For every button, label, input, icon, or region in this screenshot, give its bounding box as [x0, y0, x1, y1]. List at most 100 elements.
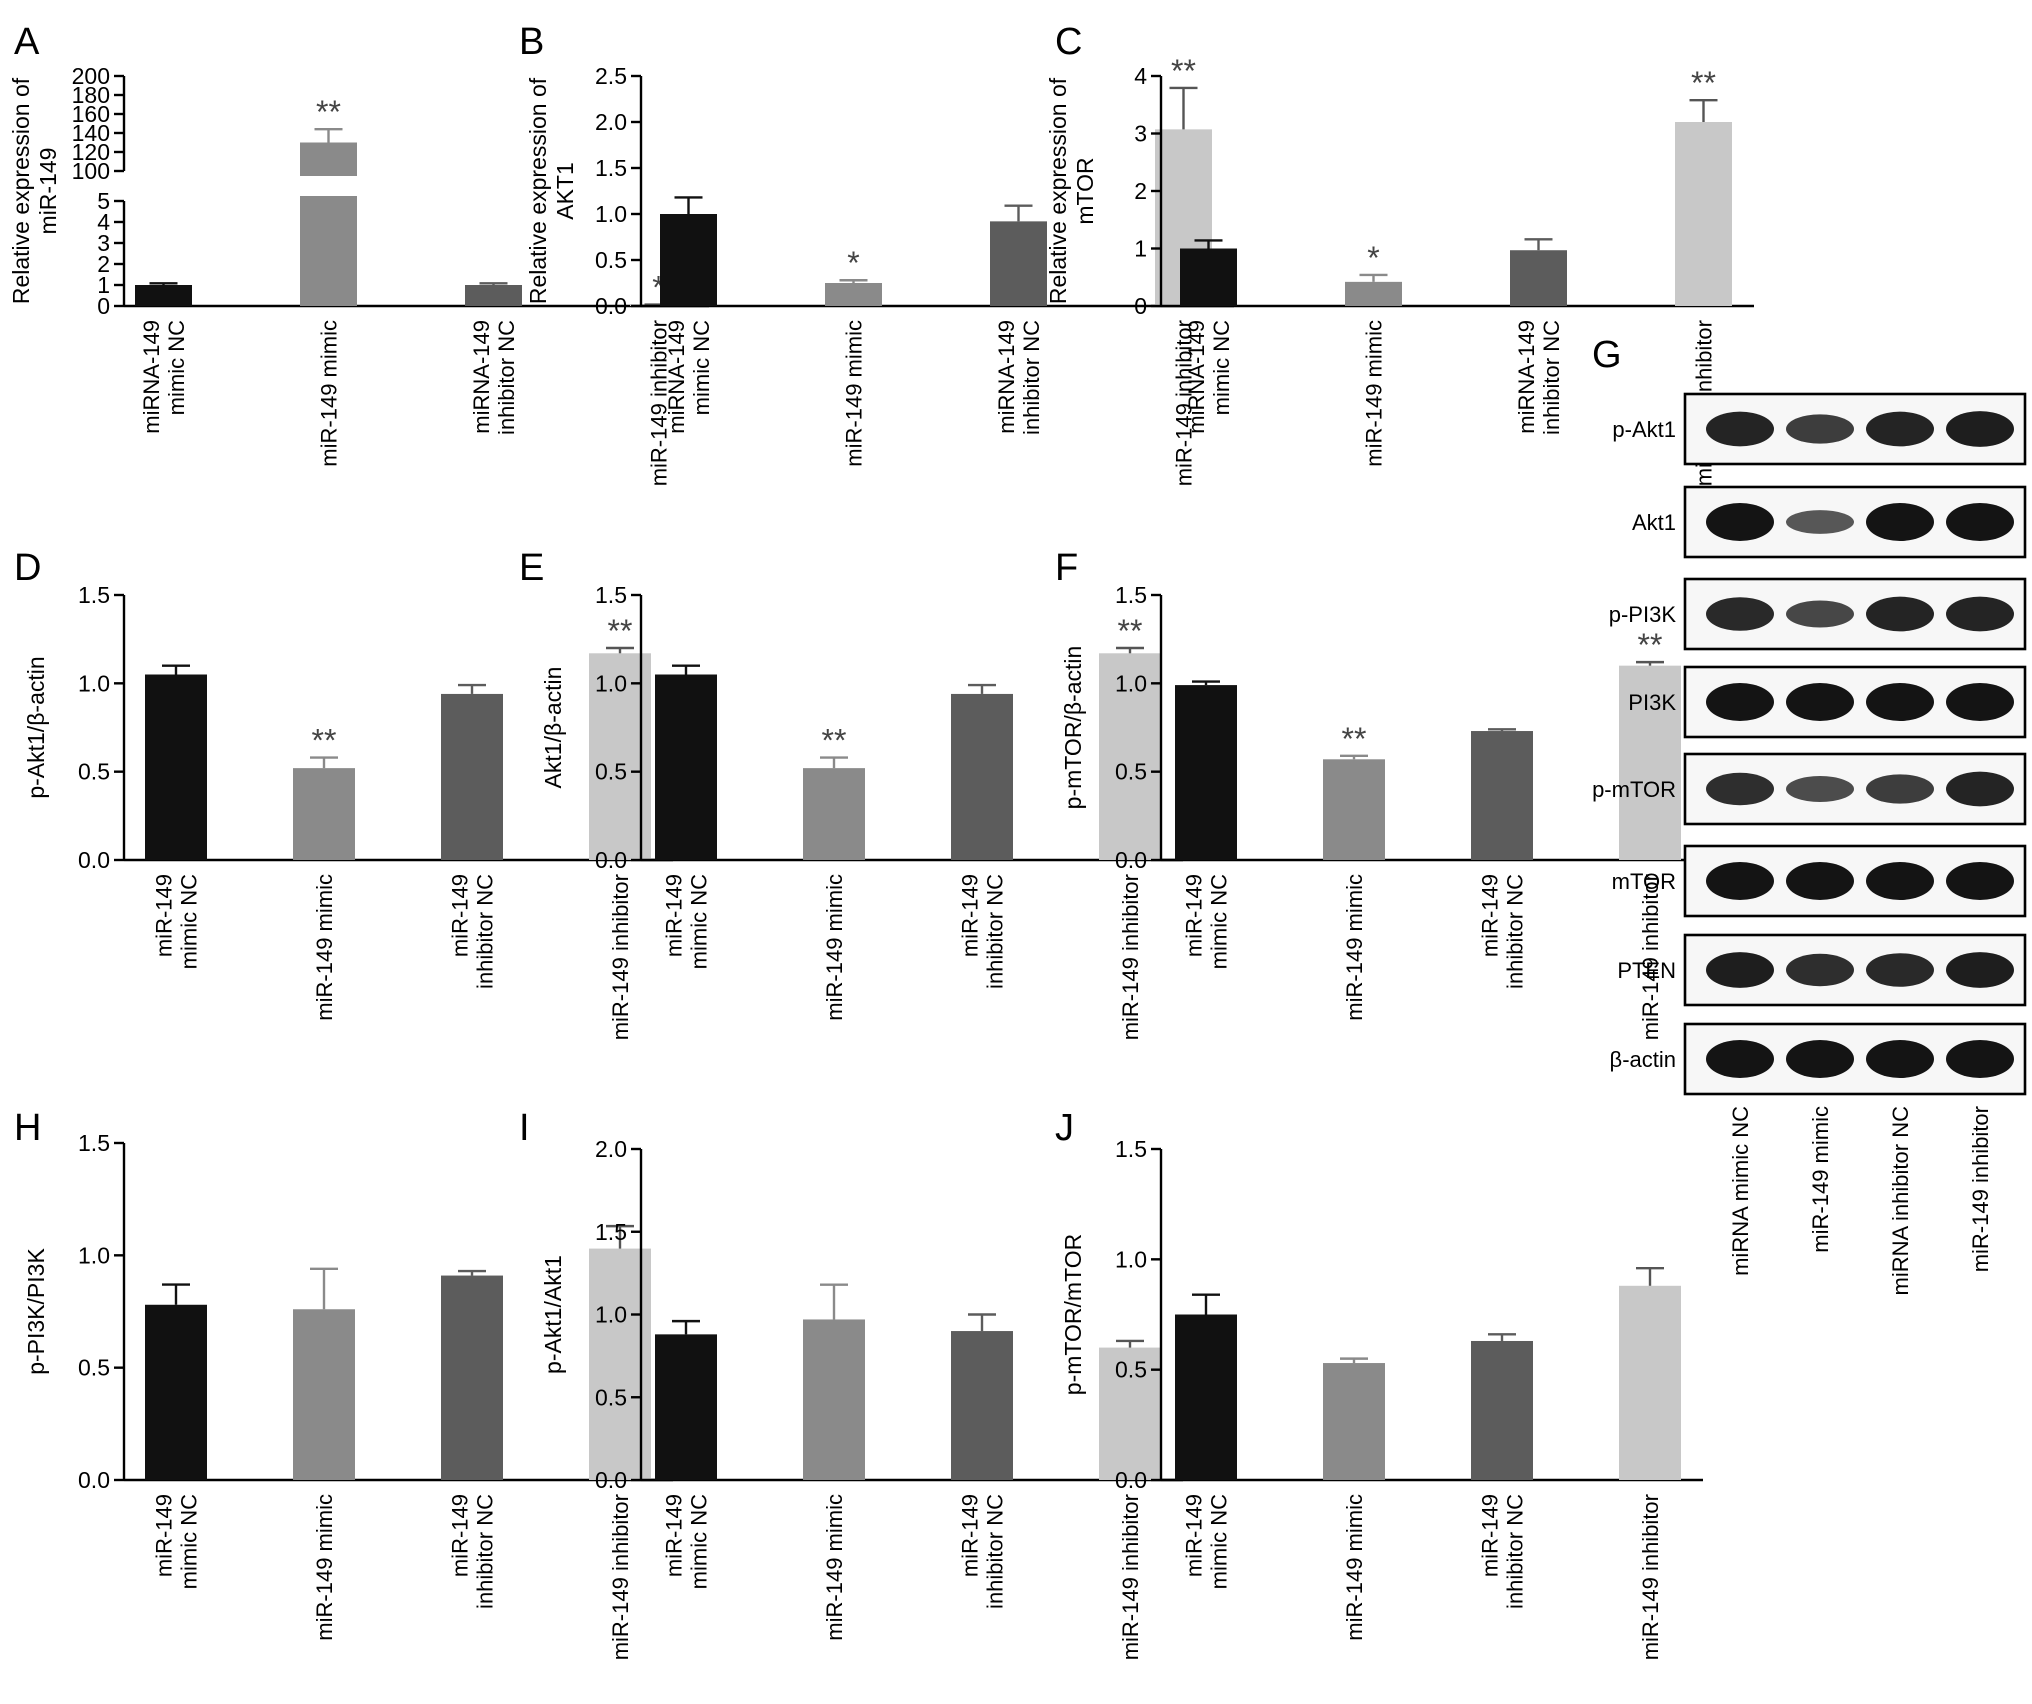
x-tick-label: miR-149 inhibitor [608, 874, 633, 1040]
x-tick-label: miR-149 mimic [842, 320, 867, 467]
blot-band [1786, 776, 1854, 802]
y-axis-label-line: miR-149 [35, 148, 61, 235]
x-tick-label-line: miR-149 mimic [842, 320, 867, 467]
x-tick-label: miR-149 inhibitor [1638, 1494, 1663, 1660]
bar [660, 214, 717, 306]
significance-marker: * [1367, 240, 1379, 276]
panel-label: H [14, 1107, 41, 1149]
bar [1510, 250, 1567, 306]
bar [1099, 1347, 1161, 1480]
blot-band [1706, 597, 1774, 631]
x-tick-label-line: mimic NC [687, 1494, 712, 1589]
x-tick-label-line: miRNA-149 [994, 320, 1019, 434]
x-tick-label-line: miR-149 [152, 1494, 177, 1577]
bar [1619, 665, 1681, 860]
bar [1099, 653, 1161, 860]
x-tick-label: miR-149 mimic NC [1182, 874, 1232, 969]
blot-band [1786, 683, 1854, 721]
x-tick-label: miRNA-149 mimic NC [1184, 320, 1234, 434]
panel-label: E [519, 547, 544, 589]
panel-label: A [14, 21, 40, 63]
y-tick-label: 1.5 [1115, 1136, 1147, 1162]
y-tick-label: 2.0 [595, 109, 627, 135]
x-tick-label: miRNA-149 mimic NC [664, 320, 714, 434]
y-tick-label: 1.5 [78, 1130, 110, 1156]
blot-lane-label-text: miRNA mimic NC [1728, 1106, 1753, 1276]
y-axis-label: p-PI3K/PI3K [23, 1248, 49, 1375]
blot-band [1786, 862, 1854, 900]
y-axis-label-line: Relative expression of [8, 77, 34, 304]
bar [465, 285, 522, 306]
x-tick-label-line: miR-149 [1478, 874, 1503, 957]
y-tick-label: 160 [72, 101, 110, 127]
blot-row: PTEN [1617, 933, 2027, 1007]
blot-row-label: p-mTOR [1592, 777, 1676, 802]
x-tick-label-line: inhibitor NC [1503, 874, 1528, 989]
blot-band [1946, 411, 2014, 447]
panel-b: B 0.0 0.5 1.0 1.5 2.0 2.5 Relative expression o… [519, 21, 1234, 486]
x-tick-label-line: miR-149 [152, 874, 177, 957]
y-tick-label: 3 [1134, 121, 1147, 147]
blot-row: mTOR [1612, 844, 2027, 918]
blot-band [1706, 411, 1774, 447]
bar [293, 1309, 355, 1480]
y-tick-label: 0.5 [595, 1384, 627, 1410]
blot-band [1946, 596, 2014, 632]
y-tick-label: 0.0 [595, 1467, 627, 1493]
panel-label: F [1055, 547, 1078, 589]
blot-band [1786, 953, 1854, 987]
blot-row: p-PI3K [1609, 577, 2027, 651]
y-tick-label: 1 [1134, 236, 1147, 262]
x-tick-label-line: miR-149 [448, 874, 473, 957]
blot-lane-label: miRNA inhibitor NC [1888, 1106, 1913, 1296]
x-tick-label-line: mimic NC [177, 874, 202, 969]
y-tick-label: 2.0 [595, 1136, 627, 1162]
blot-band [1706, 683, 1774, 721]
blot-band [1786, 510, 1854, 534]
x-tick-label: miR-149 inhibitor [647, 320, 672, 486]
y-tick-label: 4 [1134, 63, 1147, 89]
blot-band [1786, 1040, 1854, 1078]
blot-band [1866, 862, 1934, 900]
bar [441, 693, 503, 860]
blot-band [1706, 952, 1774, 988]
y-tick-label: 3 [97, 230, 110, 256]
y-axis-label-line: AKT1 [552, 162, 578, 220]
bar [1180, 248, 1237, 306]
bar [1175, 685, 1237, 860]
x-tick-label-line: miR-149 inhibitor [1172, 320, 1197, 486]
x-tick-label: miR-149 inhibitor [1118, 1494, 1143, 1660]
x-tick-label: miR-149 inhibitor [608, 1494, 633, 1660]
y-tick-label: 140 [72, 120, 110, 146]
bar [655, 674, 717, 860]
y-tick-label: 2 [97, 251, 110, 277]
x-tick-label-line: inhibitor NC [1019, 320, 1044, 435]
bar [293, 768, 355, 860]
y-tick-label: 0.0 [1115, 847, 1147, 873]
bar [145, 674, 207, 860]
x-tick-label-line: mimic NC [164, 320, 189, 415]
blot-lane-label-text: miRNA inhibitor NC [1888, 1106, 1913, 1296]
x-tick-label: miR-149 inhibitor NC [448, 1494, 498, 1609]
blot-band [1946, 771, 2014, 807]
x-tick-label: miR-149 mimic [312, 1494, 337, 1641]
x-tick-label: miR-149 mimic NC [152, 874, 202, 969]
significance-marker: ** [316, 94, 341, 130]
x-tick-label-line: miR-149 inhibitor [1118, 874, 1143, 1040]
significance-marker: ** [1691, 65, 1716, 101]
y-tick-label: 1.5 [595, 1219, 627, 1245]
axis-break-band [294, 176, 363, 196]
x-tick-label: miR-149 mimic NC [1182, 1494, 1232, 1589]
x-tick-label: miR-149 inhibitor NC [958, 1494, 1008, 1609]
blot-lane-label: miR-149 mimic [1808, 1106, 1833, 1253]
blot-band [1946, 862, 2014, 900]
blot-row: p-Akt1 [1612, 392, 2027, 466]
y-tick-label: 5 [97, 188, 110, 214]
significance-marker: ** [1638, 627, 1663, 663]
x-tick-label-line: mimic NC [1209, 320, 1234, 415]
bar [990, 221, 1047, 306]
x-tick-label-line: miR-149 inhibitor [1118, 1494, 1143, 1660]
y-tick-label: 1.0 [595, 670, 627, 696]
